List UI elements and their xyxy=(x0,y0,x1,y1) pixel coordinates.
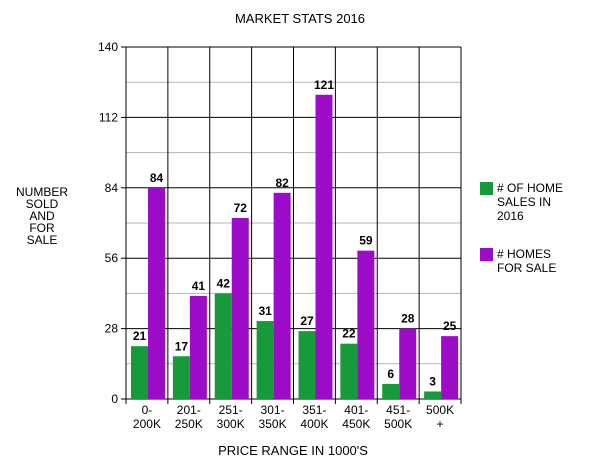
y-tick-label: 0 xyxy=(111,392,118,406)
bar-series2 xyxy=(189,295,207,399)
data-label: 84 xyxy=(150,171,164,185)
x-tick-label: 351- xyxy=(302,403,326,417)
data-label: 72 xyxy=(234,201,248,215)
chart-title: MARKET STATS 2016 xyxy=(234,11,366,26)
data-label: 28 xyxy=(401,312,415,326)
data-label: 3 xyxy=(429,374,436,388)
legend-label-line: SALES IN xyxy=(497,195,552,209)
x-tick-label: 300K xyxy=(217,417,245,431)
bar-series2 xyxy=(231,217,249,399)
bar-series1 xyxy=(340,343,358,399)
y-axis-title-line: FOR xyxy=(29,221,55,235)
x-tick-label: 200K xyxy=(133,417,161,431)
y-axis-title-line: AND xyxy=(29,209,55,223)
bar-series2 xyxy=(315,94,333,400)
data-label: 17 xyxy=(175,339,189,353)
legend-label-home-sales: # OF HOME SALES IN 2016 xyxy=(497,181,597,223)
bar-series1 xyxy=(131,346,148,399)
data-label: 27 xyxy=(300,314,314,328)
x-tick-label: 251- xyxy=(219,403,243,417)
data-label: 82 xyxy=(275,176,289,190)
y-axis-title-line: NUMBER xyxy=(15,185,68,199)
data-label: 59 xyxy=(359,234,373,248)
y-tick-label: 112 xyxy=(99,110,118,124)
x-tick-label: 350K xyxy=(259,417,287,431)
legend-label-homes-for-sale: # HOMES FOR SALE xyxy=(497,247,597,275)
bar-series1 xyxy=(172,356,190,399)
legend-swatch-homes-for-sale xyxy=(480,248,493,261)
y-tick-label: 84 xyxy=(105,181,119,195)
x-tick-label: 500K xyxy=(384,417,412,431)
legend-label-line: # HOMES xyxy=(497,247,552,261)
bar-series1 xyxy=(214,293,232,399)
data-label: 31 xyxy=(258,304,272,318)
bar-series1 xyxy=(256,321,274,399)
x-tick-label: + xyxy=(437,417,444,431)
data-label: 21 xyxy=(133,329,147,343)
x-tick-label: 250K xyxy=(175,417,203,431)
y-axis-title: NUMBER SOLD AND FOR SALE xyxy=(2,186,82,246)
x-tick-label: 450K xyxy=(342,417,370,431)
data-label: 41 xyxy=(192,279,206,293)
x-axis-title: PRICE RANGE IN 1000'S xyxy=(218,443,368,458)
x-tick-label: 451- xyxy=(386,403,410,417)
x-tick-label: 400K xyxy=(300,417,328,431)
y-tick-label: 140 xyxy=(98,40,118,54)
y-tick-label: 28 xyxy=(105,322,119,336)
bar-series1 xyxy=(424,391,442,399)
legend-label-line: # OF HOME xyxy=(497,181,564,195)
x-tick-label: 0- xyxy=(142,403,153,417)
x-tick-label: 201- xyxy=(177,403,201,417)
legend-swatch-home-sales xyxy=(480,182,493,195)
bar-series2 xyxy=(273,192,291,399)
y-tick-label: 56 xyxy=(105,251,119,265)
bar-series2 xyxy=(441,336,459,399)
bar-series2 xyxy=(399,328,417,399)
bar-series2 xyxy=(148,187,165,399)
data-label: 6 xyxy=(387,367,394,381)
data-label: 25 xyxy=(443,319,457,333)
x-tick-label: 500K xyxy=(426,403,454,417)
bar-series1 xyxy=(382,383,400,399)
bar-series1 xyxy=(298,331,316,399)
data-label: 121 xyxy=(314,78,334,92)
data-label: 42 xyxy=(217,276,231,290)
legend-label-line: 2016 xyxy=(497,209,524,223)
y-axis-title-line: SALE xyxy=(26,233,58,247)
x-tick-label: 401- xyxy=(344,403,368,417)
legend-label-line: FOR SALE xyxy=(497,261,557,275)
data-label: 22 xyxy=(342,327,356,341)
x-tick-label: 301- xyxy=(261,403,285,417)
bar-series2 xyxy=(357,250,375,399)
y-axis-title-line: SOLD xyxy=(25,197,59,211)
